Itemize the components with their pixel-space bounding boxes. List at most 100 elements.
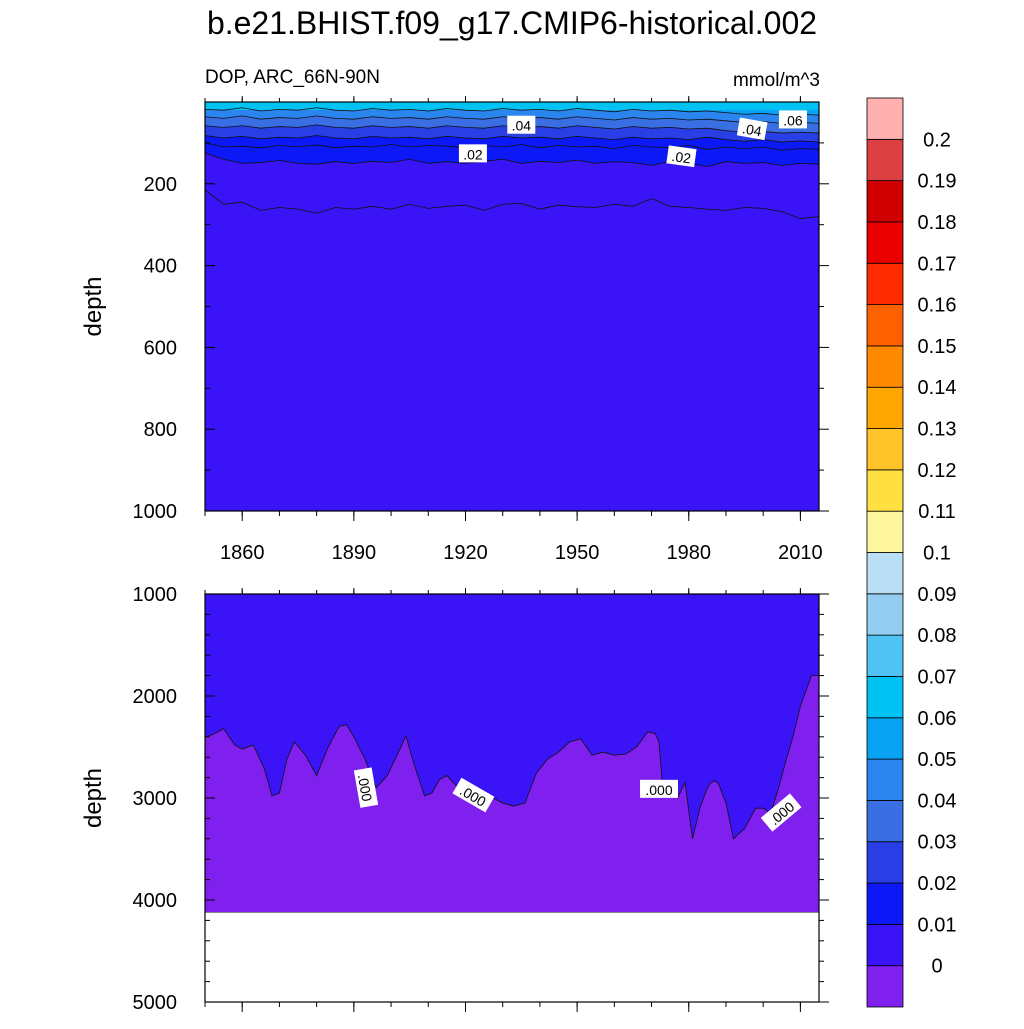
upper-contour-label: .04 bbox=[507, 115, 536, 134]
upper-contour-label-text: .02 bbox=[671, 148, 693, 167]
colorbar-swatch bbox=[866, 676, 904, 719]
units-label: mmol/m^3 bbox=[733, 70, 820, 91]
colorbar-swatch bbox=[866, 510, 904, 553]
lower-ytick-label: 3000 bbox=[133, 788, 178, 810]
upper-xtick-label: 1920 bbox=[443, 542, 488, 564]
upper-contour-label-text: .04 bbox=[741, 120, 763, 139]
upper-contour-label: .06 bbox=[778, 110, 807, 129]
upper-contour-label-bg bbox=[736, 117, 768, 141]
colorbar-tick-label: 0 bbox=[931, 956, 942, 978]
lower-contour-line bbox=[204, 675, 819, 840]
lower-ytick-label: 4000 bbox=[133, 890, 178, 912]
colorbar-swatch bbox=[866, 345, 904, 388]
colorbar-swatch bbox=[866, 800, 904, 843]
lower-contour-label-bg bbox=[452, 777, 495, 813]
colorbar-tick-label: 0.01 bbox=[918, 914, 957, 936]
colorbar-swatch bbox=[866, 304, 904, 347]
upper-ytick-label: 1000 bbox=[133, 501, 178, 523]
colorbar-tick-label: 0.19 bbox=[918, 171, 957, 193]
colorbar-tick-label: 0.03 bbox=[918, 832, 957, 854]
upper-surface-band bbox=[205, 102, 819, 110]
upper-panel: 200 400 600 800 1000 1860 1890 1920 1950 1980 2010… bbox=[80, 96, 829, 564]
lower-contour-label-bg bbox=[760, 793, 802, 832]
upper-contour-label: .02 bbox=[458, 144, 487, 163]
colorbar-tick-label: 0.14 bbox=[918, 377, 957, 399]
colorbar-swatch bbox=[866, 552, 904, 595]
colorbar-swatch bbox=[866, 841, 904, 884]
colorbar-tick-label: 0.05 bbox=[918, 749, 957, 771]
lower-ylabel: depth bbox=[80, 768, 107, 828]
lower-ytick-label: 5000 bbox=[133, 992, 178, 1014]
upper-ytick-label: 600 bbox=[144, 337, 177, 359]
colorbar-tick-label: 0.11 bbox=[918, 501, 955, 523]
upper-ytick-label: 200 bbox=[144, 174, 177, 196]
upper-contour-line-6 bbox=[204, 107, 820, 116]
lower-contour-label: .000 bbox=[639, 779, 678, 798]
upper-contour-line-1 bbox=[204, 152, 820, 168]
upper-contour-label-text: .02 bbox=[463, 146, 483, 162]
upper-contour-label: .04 bbox=[736, 117, 768, 141]
upper-contour-label-bg bbox=[666, 145, 697, 168]
colorbar-swatch bbox=[866, 428, 904, 471]
colorbar: 0 0.01 0.02 0.03 0.04 0.05 0.06 0.07 0.08 0.09 0.1… bbox=[866, 97, 957, 1008]
colorbar-swatch bbox=[866, 593, 904, 636]
colorbar-tick-label: 0.2 bbox=[923, 129, 951, 151]
colorbar-tick-label: 0.18 bbox=[918, 212, 957, 234]
upper-contour-line-3 bbox=[204, 135, 820, 143]
colorbar-swatch bbox=[866, 97, 904, 140]
colorbar-tick-label: 0.15 bbox=[918, 336, 957, 358]
lower-ytick-label: 1000 bbox=[133, 584, 178, 606]
upper-contour-line-2 bbox=[204, 142, 820, 151]
colorbar-tick-label: 0.02 bbox=[918, 873, 957, 895]
colorbar-swatch bbox=[866, 717, 904, 760]
upper-deep-region bbox=[205, 189, 819, 511]
upper-xtick-label: 1980 bbox=[667, 542, 712, 564]
upper-xtick-label: 2010 bbox=[778, 542, 823, 564]
chart-title: b.e21.BHIST.f09_g17.CMIP6-historical.002 bbox=[207, 5, 817, 41]
lower-contour-label-bg bbox=[353, 767, 379, 808]
colorbar-swatch bbox=[866, 469, 904, 512]
colorbar-swatch bbox=[866, 138, 904, 182]
upper-xtick-label: 1890 bbox=[332, 542, 377, 564]
colorbar-tick-label: 0.09 bbox=[918, 584, 957, 606]
lower-contour-label-text: .000 bbox=[645, 782, 672, 798]
lower-contour-label-text: .000 bbox=[355, 773, 376, 803]
upper-xtick-label: 1950 bbox=[555, 542, 600, 564]
variable-label: DOP, ARC_66N-90N bbox=[205, 67, 380, 88]
upper-xtick-label: 1860 bbox=[220, 542, 265, 564]
lower-upper-region bbox=[205, 594, 819, 839]
upper-contour-label-bg bbox=[507, 115, 536, 134]
colorbar-swatch bbox=[866, 923, 904, 967]
upper-contour-label-bg bbox=[778, 110, 807, 129]
colorbar-swatch bbox=[866, 965, 904, 1008]
colorbar-tick-label: 0.16 bbox=[918, 295, 957, 317]
lower-contour-label-bg bbox=[639, 779, 678, 798]
colorbar-tick-label: 0.06 bbox=[918, 708, 957, 730]
colorbar-swatch bbox=[866, 758, 904, 801]
upper-ytick-label: 400 bbox=[144, 256, 177, 278]
upper-contour-label-bg bbox=[458, 144, 487, 163]
lower-ytick-label: 2000 bbox=[133, 686, 178, 708]
colorbar-swatch bbox=[866, 262, 904, 305]
colorbar-swatch bbox=[866, 634, 904, 677]
lower-contour-label: .000 bbox=[353, 767, 379, 808]
colorbar-tick-label: 0.07 bbox=[918, 666, 957, 688]
upper-contour-label-text: .06 bbox=[783, 112, 803, 128]
colorbar-swatch bbox=[866, 386, 904, 429]
colorbar-tick-label: 0.08 bbox=[918, 625, 957, 647]
colorbar-swatch bbox=[866, 221, 904, 264]
upper-contour-label: .02 bbox=[666, 145, 697, 168]
upper-ylabel: depth bbox=[80, 276, 107, 336]
colorbar-tick-label: 0.17 bbox=[918, 253, 957, 275]
upper-contour-label-text: .04 bbox=[512, 118, 532, 134]
colorbar-tick-label: 0.1 bbox=[923, 543, 951, 565]
colorbar-tick-label: 0.13 bbox=[918, 419, 957, 441]
colorbar-swatch bbox=[866, 882, 904, 925]
colorbar-tick-label: 0.12 bbox=[918, 460, 957, 482]
colorbar-tick-label: 0.04 bbox=[918, 790, 957, 812]
upper-ytick-label: 800 bbox=[144, 419, 177, 441]
upper-contour-line-0 bbox=[204, 189, 820, 219]
